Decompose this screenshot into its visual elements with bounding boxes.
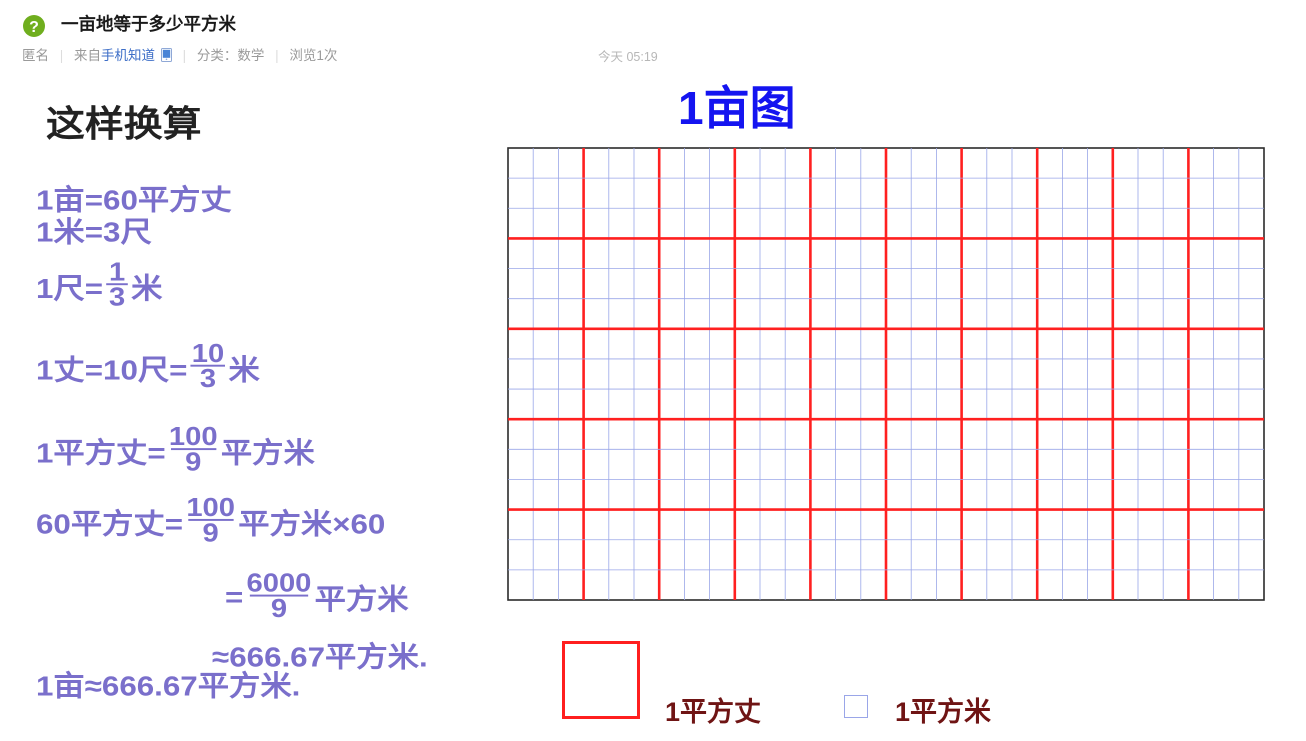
svg-text:?: ? bbox=[29, 19, 39, 36]
